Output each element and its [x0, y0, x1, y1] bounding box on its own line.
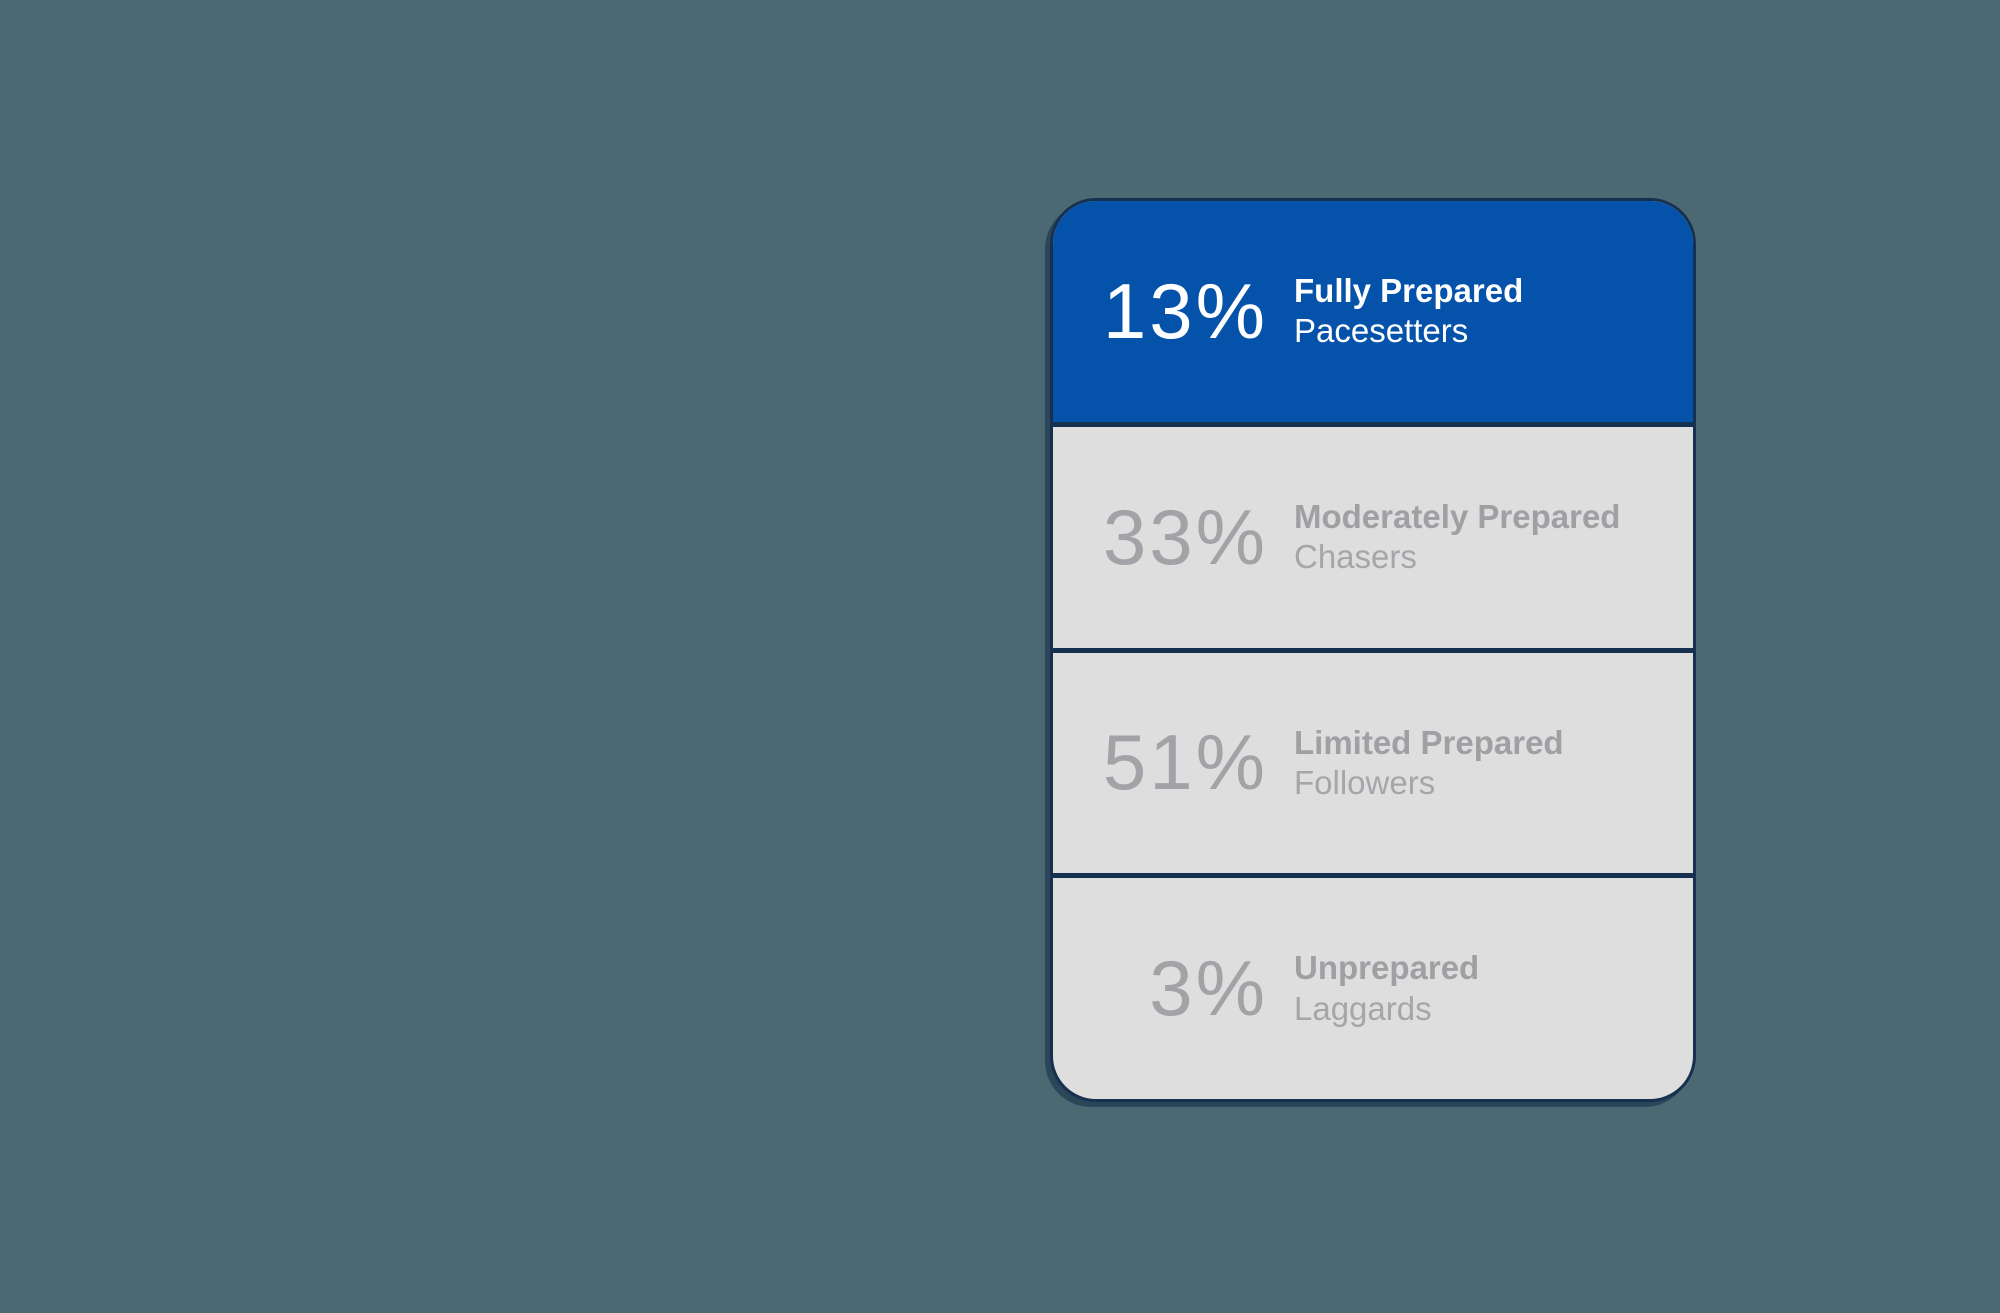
- segment-subtitle: Followers: [1294, 763, 1436, 801]
- segment-limited-prepared: 51% Limited Prepared Followers: [1053, 647, 1693, 874]
- segment-moderately-prepared: 33% Moderately Prepared Chasers: [1053, 421, 1693, 648]
- segment-subtitle: Laggards: [1294, 989, 1432, 1027]
- segment-title: Limited Prepared: [1294, 723, 1564, 761]
- segment-percent: 3%: [1149, 944, 1268, 1033]
- segment-title: Fully Prepared: [1294, 272, 1524, 310]
- segment-unprepared: 3% Unprepared Laggards: [1053, 873, 1693, 1099]
- segment-subtitle: Pacesetters: [1294, 312, 1469, 350]
- preparedness-segments-card: 13% Fully Prepared Pacesetters 33% Moder…: [1050, 198, 1696, 1102]
- segment-fully-prepared: 13% Fully Prepared Pacesetters: [1053, 201, 1693, 422]
- segment-labels: Moderately Prepared Chasers: [1294, 497, 1620, 578]
- segment-labels: Limited Prepared Followers: [1294, 723, 1564, 804]
- segment-labels: Unprepared Laggards: [1294, 948, 1479, 1029]
- segment-percent: 13%: [1102, 266, 1268, 355]
- segment-subtitle: Chasers: [1294, 538, 1417, 576]
- segment-percent: 51%: [1102, 718, 1268, 807]
- segment-title: Unprepared: [1294, 949, 1480, 987]
- segment-percent: 33%: [1102, 492, 1268, 581]
- segment-labels: Fully Prepared Pacesetters: [1294, 271, 1523, 352]
- segment-title: Moderately Prepared: [1294, 497, 1621, 535]
